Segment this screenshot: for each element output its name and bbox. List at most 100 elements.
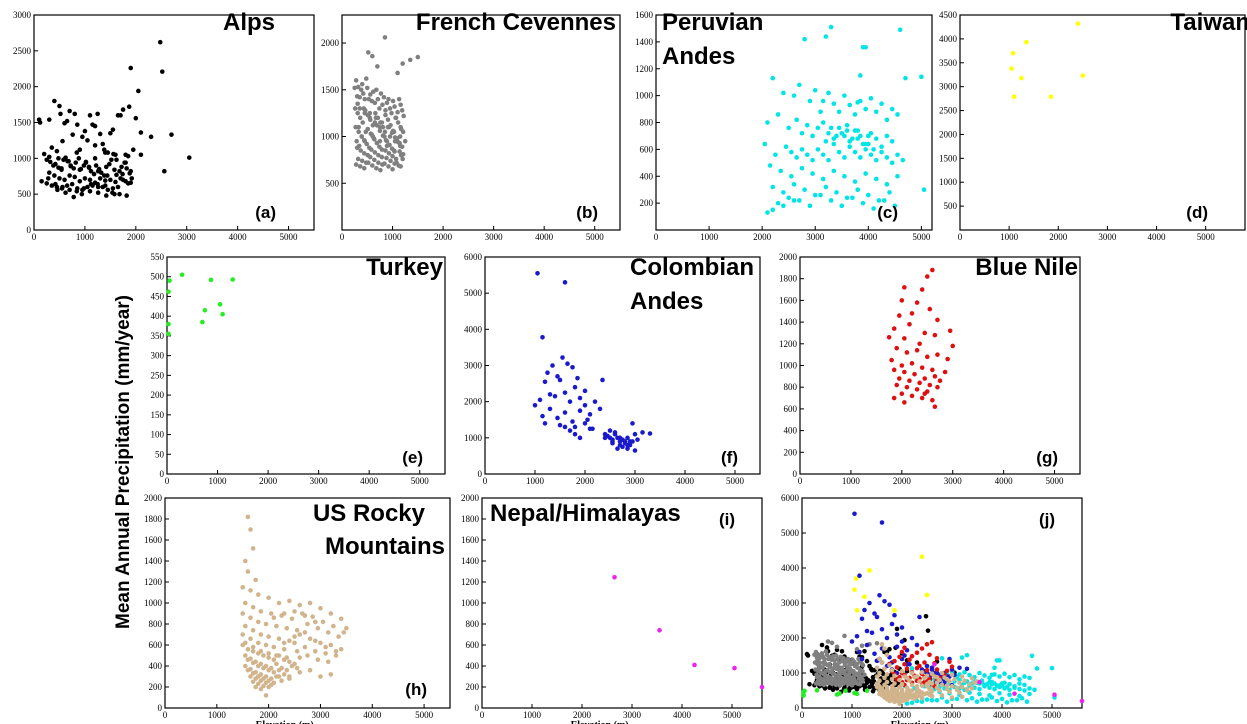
data-point [1007,674,1012,680]
x-tick-label: 3000 [943,710,962,720]
data-point [842,93,847,98]
data-point [812,192,818,198]
x-tick-label: 3000 [944,476,963,486]
x-tick-label: 4000 [673,710,692,720]
data-point [899,298,905,303]
data-point [863,147,868,152]
data-point [942,369,948,375]
data-point [864,642,870,648]
data-point [361,137,367,143]
data-point [802,36,807,42]
data-point [880,671,886,676]
data-point [124,193,129,198]
data-point [385,117,391,122]
data-point [904,350,910,355]
data-point [133,115,139,121]
y-tick-label: 1600 [144,535,163,545]
y-tick-label: 0 [27,225,32,235]
data-point [1019,75,1024,81]
y-tick-label: 1000 [464,433,483,443]
data-point [243,623,248,629]
data-point [336,634,341,639]
data-point [887,663,892,668]
data-point [47,159,53,165]
data-point [944,699,950,704]
data-point [294,628,300,633]
data-point [904,666,910,672]
data-point [83,160,89,165]
data-point [356,124,361,130]
data-point [375,96,381,102]
data-point [802,187,807,192]
data-point [1034,666,1040,671]
data-point [64,118,70,124]
data-point [969,675,975,681]
data-point [1049,665,1055,671]
data-point [909,695,915,700]
data-point [338,646,344,652]
data-point [814,674,820,680]
data-point [844,128,850,133]
data-point [842,173,847,179]
panel-title-line-1: US Rocky [313,500,426,527]
y-tick-label: 500 [944,201,958,211]
data-point [384,155,389,161]
data-point [398,164,403,169]
y-tick-label: 600 [149,640,163,650]
data-point [115,184,121,190]
data-point [947,659,952,665]
data-point [884,155,890,160]
data-point [582,388,588,394]
y-tick-label: 1400 [144,556,163,566]
data-point [400,156,405,162]
data-point [863,171,868,176]
data-point [863,44,868,50]
data-point [398,152,404,158]
data-point [894,382,900,388]
data-point [989,679,995,685]
data-point [897,654,902,660]
data-point [847,102,853,108]
y-tick-label: 300 [151,351,165,361]
data-point [65,158,70,164]
data-point [379,120,385,125]
data-point [610,439,615,444]
data-point [354,145,360,151]
data-point [899,625,905,630]
data-point [53,181,58,187]
data-point [889,677,895,682]
y-tick-label: 6000 [464,252,483,262]
data-point [944,677,950,682]
data-point [852,672,857,678]
panel-title-line-2: Mountains [325,533,445,560]
data-point [625,446,630,451]
x-tick-label: 0 [32,232,37,242]
data-point [297,670,303,675]
data-point [305,653,310,658]
data-point [935,352,940,357]
data-point [904,384,910,390]
data-point [81,186,87,191]
data-point [72,174,78,180]
data-point [954,696,960,702]
y-tick-label: 150 [151,410,165,420]
y-tick-label: 400 [466,661,480,671]
data-point [1017,677,1022,682]
data-point [243,663,248,669]
data-point [77,167,83,173]
data-point [248,588,253,593]
y-tick-label: 3000 [464,361,483,371]
data-point [125,181,131,186]
y-tick-label: 1000 [635,91,654,101]
data-point [245,569,251,574]
data-point [797,82,802,88]
data-point [816,667,821,672]
data-point [868,152,874,158]
data-point [70,132,75,137]
data-point [884,652,890,658]
data-point [834,692,840,697]
data-point [894,644,900,650]
data-point [889,667,895,673]
data-point [284,625,290,631]
data-point [952,677,957,682]
